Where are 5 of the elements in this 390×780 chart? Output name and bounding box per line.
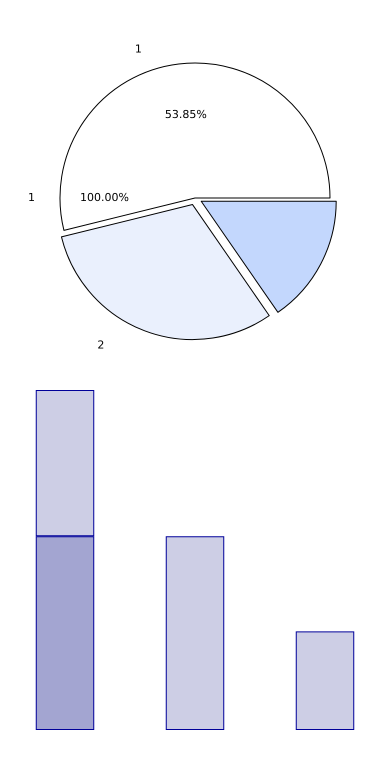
slice-label: 1 [134, 42, 142, 56]
data-label: 53.85% [164, 108, 207, 121]
text: 100.00% [80, 191, 129, 204]
slice-label: 1 [28, 191, 35, 204]
slice-label: 2 [97, 338, 104, 352]
